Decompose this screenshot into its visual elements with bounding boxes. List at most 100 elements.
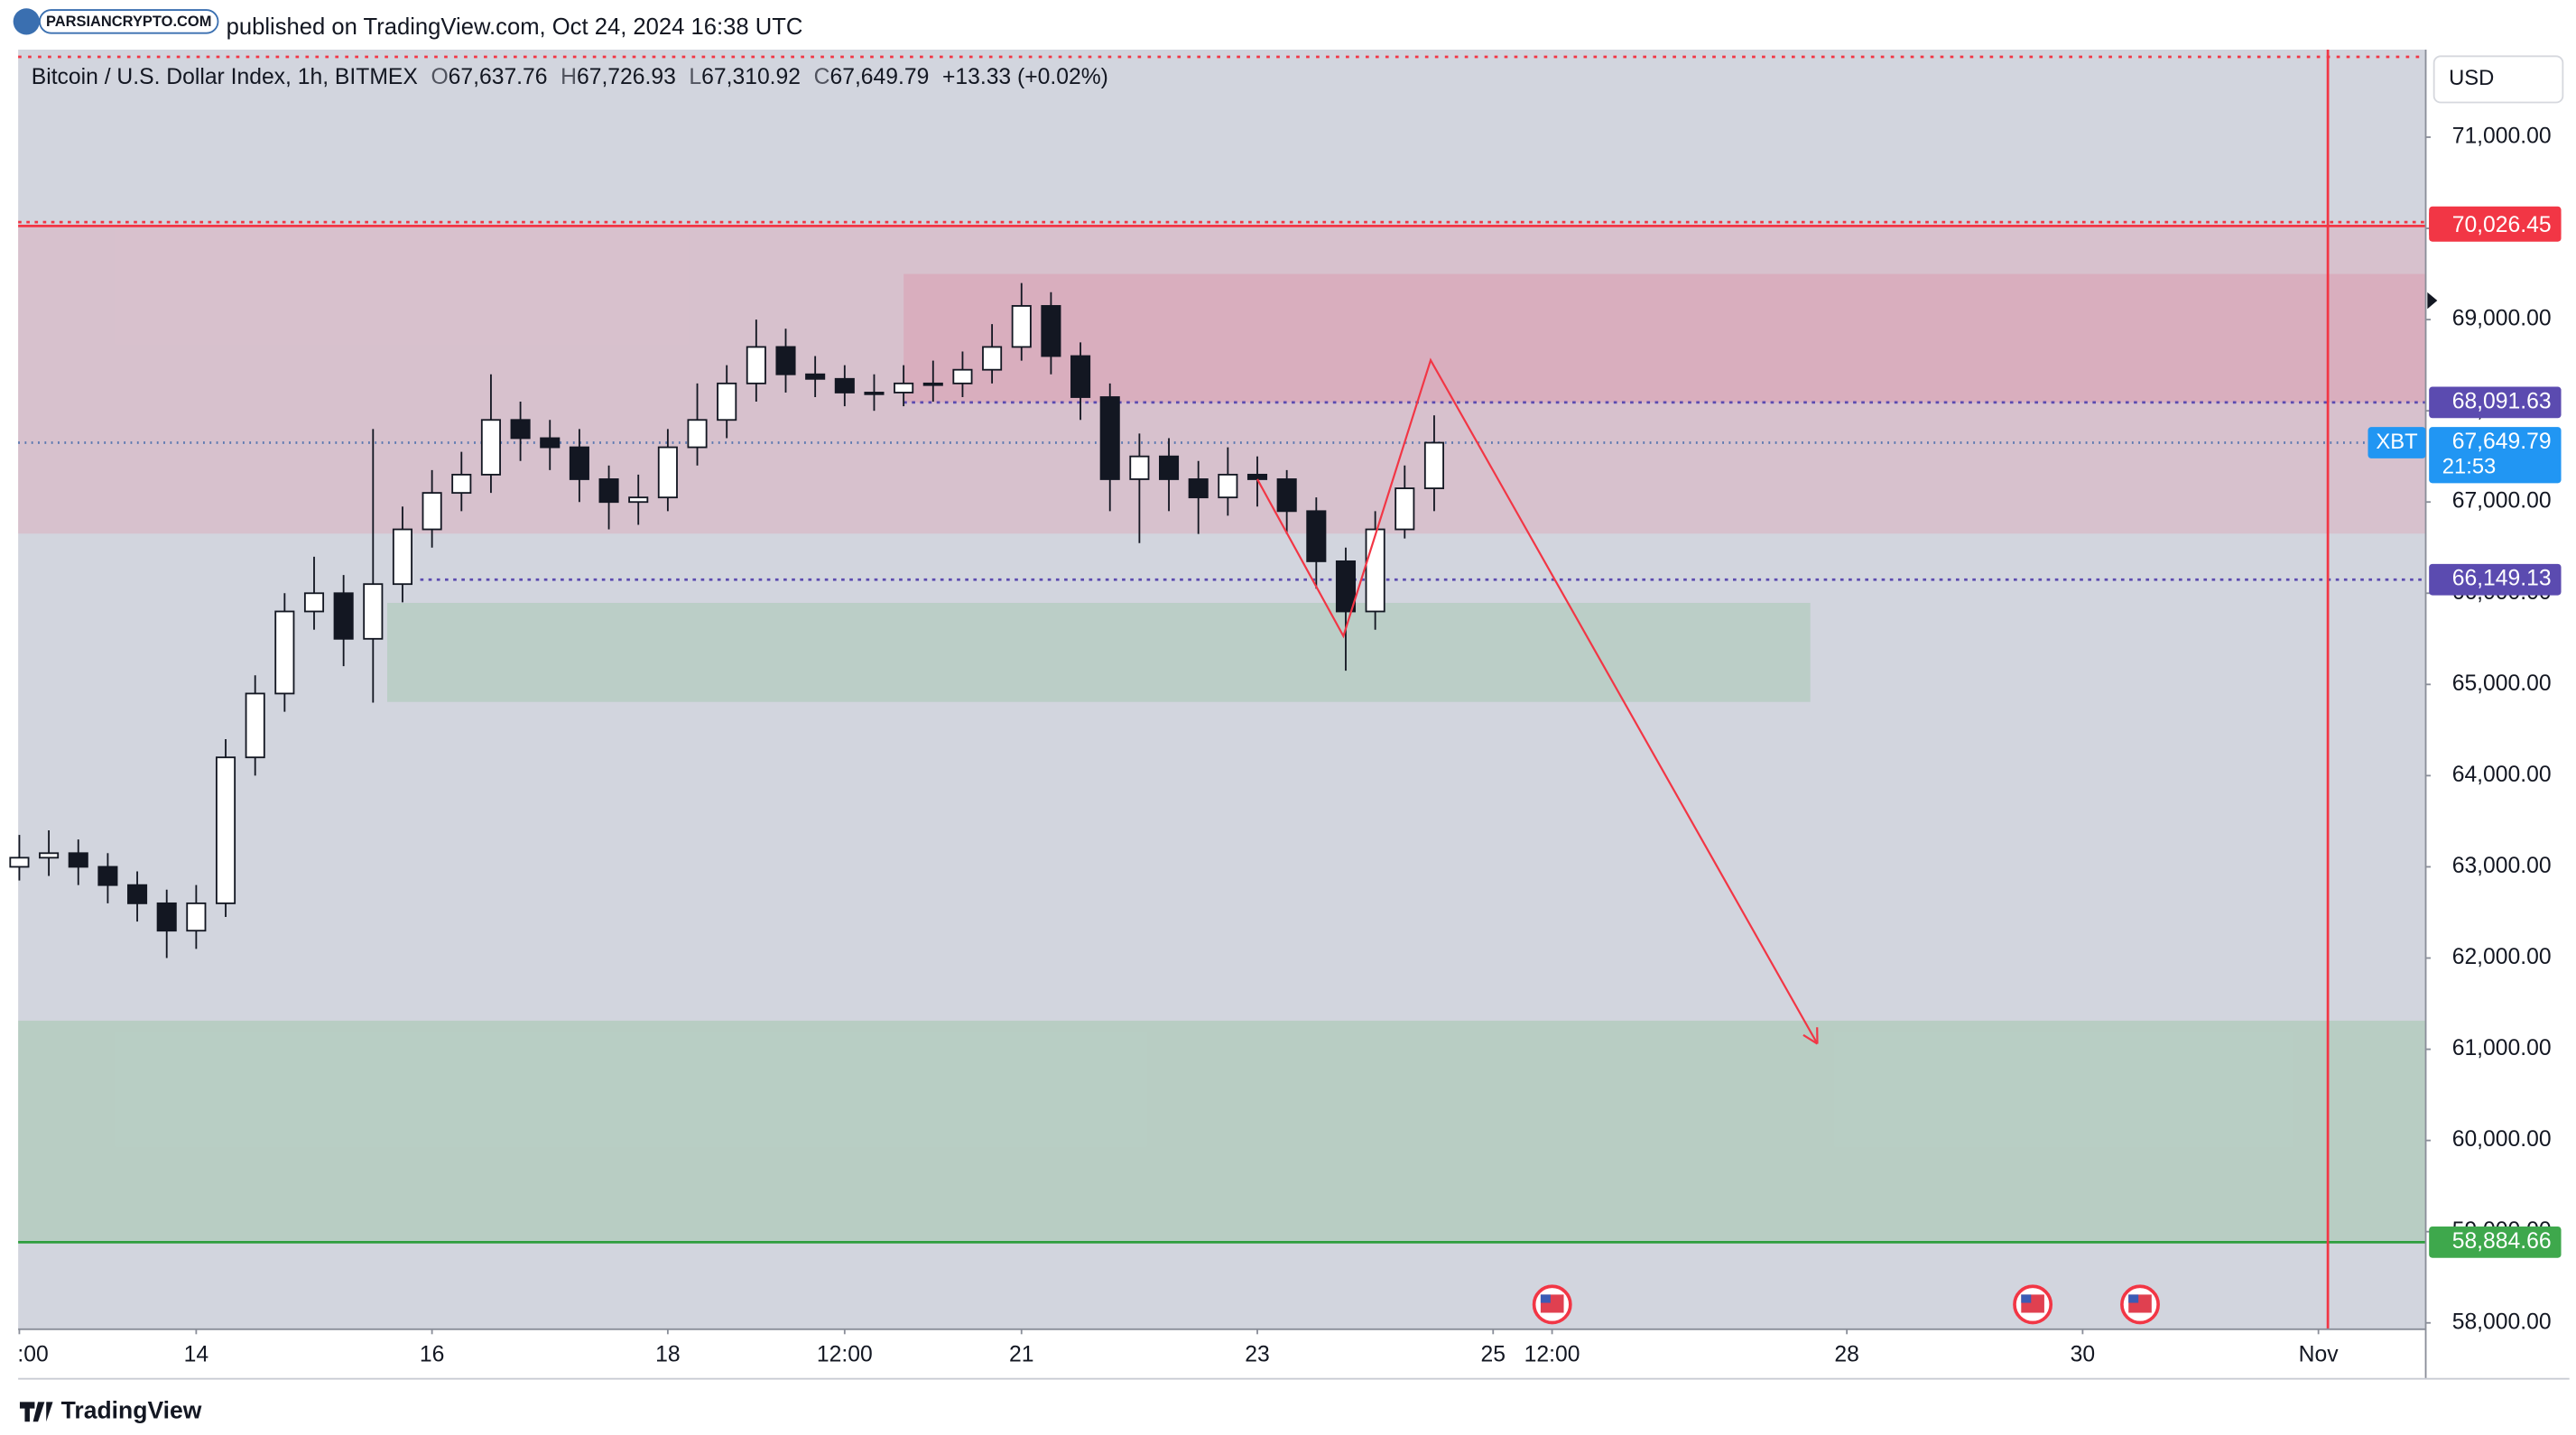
candle-body xyxy=(834,377,855,393)
candle-body xyxy=(1159,455,1180,480)
candle-body xyxy=(1335,560,1357,613)
candle-body xyxy=(97,866,118,886)
countdown: 21:53 xyxy=(2442,454,2496,478)
candle-body xyxy=(1041,305,1061,357)
candle-body xyxy=(1246,473,1268,480)
candle-body xyxy=(451,473,472,495)
x-tick-label: :00 xyxy=(17,1343,48,1367)
publish-line: published on TradingView.com, Oct 24, 20… xyxy=(227,14,803,40)
candle-body xyxy=(156,902,177,932)
zone xyxy=(18,1020,2426,1243)
currency-label[interactable]: USD xyxy=(2449,66,2494,90)
y-tick-label: 62,000.00 xyxy=(2452,945,2552,969)
candle-body xyxy=(1188,478,1209,499)
logo-text: PARSIANCRYPTO.COM xyxy=(46,14,211,30)
candle-body xyxy=(68,852,88,868)
candle-body xyxy=(480,419,501,476)
drawing-line xyxy=(1256,357,1819,1045)
x-tick-label: 18 xyxy=(655,1343,680,1367)
candle-body xyxy=(39,852,60,859)
price-label: 70,026.45 xyxy=(2452,213,2552,237)
candle-body xyxy=(392,528,413,586)
legend-value: 67,649.79 xyxy=(829,65,929,89)
currency-button[interactable] xyxy=(2432,55,2564,104)
candle-body xyxy=(245,692,265,759)
candle-body xyxy=(864,392,885,395)
candle-body xyxy=(333,592,354,640)
symbol-box xyxy=(2368,427,2426,458)
candle-body xyxy=(628,496,649,504)
candle-body xyxy=(1070,355,1091,398)
candle-body xyxy=(1423,441,1444,489)
x-tick-label: 14 xyxy=(184,1343,208,1367)
price-label-box xyxy=(2429,427,2562,484)
candle-body xyxy=(540,437,561,449)
flag-canton xyxy=(1540,1294,1551,1303)
legend-key: L xyxy=(689,65,701,89)
scroll-marker xyxy=(2427,292,2438,310)
y-tick-label: 58,000.00 xyxy=(2452,1310,2552,1334)
plot-background xyxy=(18,49,2426,1329)
candle-body xyxy=(1218,473,1238,499)
candle-body xyxy=(775,346,796,375)
logo-badge xyxy=(38,9,219,34)
legend-line: Bitcoin / U.S. Dollar Index, 1h, BITMEX O… xyxy=(32,65,1108,89)
y-tick-label: 67,000.00 xyxy=(2452,489,2552,514)
candle-body xyxy=(274,610,295,695)
x-tick-label: 23 xyxy=(1245,1343,1269,1367)
legend-change: +13.33 (+0.02%) xyxy=(942,65,1108,89)
layer xyxy=(18,49,2426,1329)
legend-key: H xyxy=(561,65,577,89)
legend-key: O xyxy=(431,65,448,89)
candle-body xyxy=(569,446,589,480)
candle-body xyxy=(1011,305,1032,348)
candle-body xyxy=(127,884,148,904)
candle-body xyxy=(1306,510,1327,562)
y-tick-label: 63,000.00 xyxy=(2452,854,2552,878)
x-tick-label: 16 xyxy=(420,1343,444,1367)
candle-body xyxy=(422,492,442,531)
price-label-box xyxy=(2429,386,2562,419)
x-tick-label: 28 xyxy=(1834,1343,1858,1367)
price-label-box xyxy=(2429,1226,2562,1258)
x-tick-label: 12:00 xyxy=(1524,1343,1580,1367)
flag-canton xyxy=(2021,1294,2032,1303)
candle-body xyxy=(1365,528,1385,613)
candle-body xyxy=(687,419,708,449)
candle-body xyxy=(922,382,943,386)
y-tick-label: 64,000.00 xyxy=(2452,763,2552,787)
legend-key: C xyxy=(814,65,830,89)
candle-body xyxy=(186,902,207,932)
candle-body xyxy=(746,346,766,384)
candle-body xyxy=(717,382,737,421)
legend-value: 67,726.93 xyxy=(577,65,676,89)
zone xyxy=(386,602,1811,702)
flag-canton xyxy=(2128,1294,2139,1303)
y-tick-label: 71,000.00 xyxy=(2452,125,2552,149)
candle-body xyxy=(982,346,1003,371)
candle-body xyxy=(1099,396,1120,480)
brand-name: TradingView xyxy=(61,1396,202,1423)
x-tick-label: 25 xyxy=(1481,1343,1506,1367)
y-tick-label: 61,000.00 xyxy=(2452,1036,2552,1060)
candle-body xyxy=(952,368,973,384)
price-label: 67,649.79 xyxy=(2452,430,2552,454)
y-tick-label: 69,000.00 xyxy=(2452,307,2552,331)
candle-body xyxy=(363,583,384,640)
legend-value: 67,310.92 xyxy=(701,65,801,89)
zone xyxy=(903,273,2426,403)
candle-body xyxy=(1395,487,1415,531)
x-tick-label: 21 xyxy=(1009,1343,1033,1367)
candle-body xyxy=(215,756,236,904)
legend-title: Bitcoin / U.S. Dollar Index, 1h, BITMEX xyxy=(32,65,418,89)
price-label-box xyxy=(2429,209,2562,242)
candle-body xyxy=(510,419,531,440)
candle-body xyxy=(1276,478,1297,513)
candle-body xyxy=(894,382,914,393)
candle-body xyxy=(303,592,325,613)
y-tick-label: 60,000.00 xyxy=(2452,1127,2552,1152)
price-label: 66,149.13 xyxy=(2452,567,2552,591)
candle-body xyxy=(1129,455,1150,480)
